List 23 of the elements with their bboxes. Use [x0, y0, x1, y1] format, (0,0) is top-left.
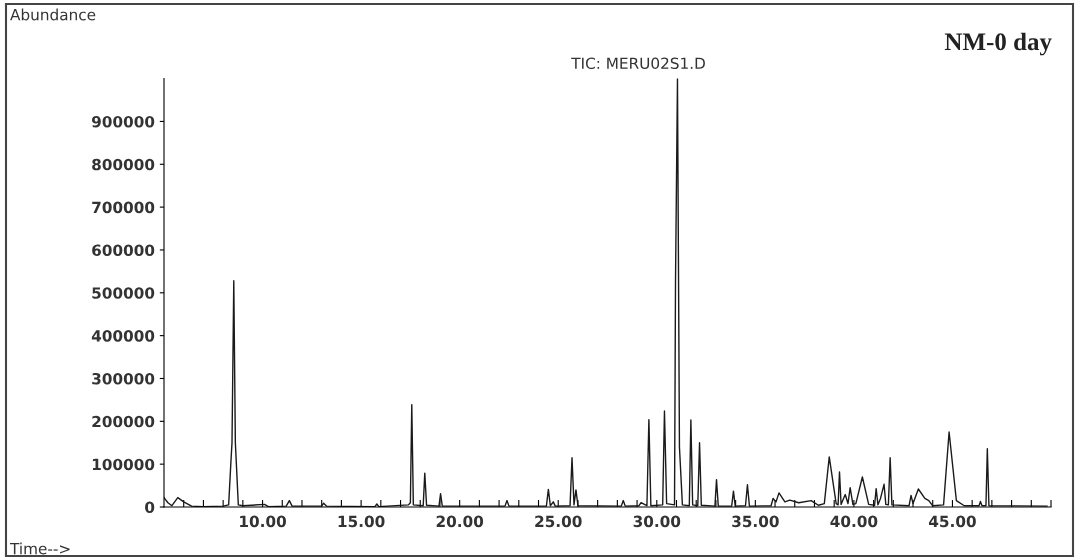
- y-tick-label: 0: [145, 501, 155, 514]
- chart-title: TIC: MERU02S1.D: [571, 57, 705, 70]
- y-tick-label: 200000: [92, 415, 155, 428]
- x-tick-label: 10.00: [240, 515, 286, 528]
- y-tick-label: 300000: [92, 372, 155, 385]
- x-axis-title: Time-->: [9, 542, 70, 555]
- x-tick-label: 40.00: [830, 515, 878, 528]
- text: NM-0 day: [944, 32, 1052, 56]
- x-tick-label: 35.00: [732, 515, 779, 528]
- line-series: [164, 78, 1048, 507]
- y-tick-label: 100000: [92, 458, 155, 471]
- y-axis-title: Abundance: [10, 8, 96, 21]
- x-tick-label: 25.00: [535, 515, 582, 528]
- x-tick-label: 30.00: [633, 515, 681, 528]
- x-tick-label: 15.00: [338, 515, 385, 528]
- x-tick-label: 45.00: [928, 515, 976, 528]
- y-tick-label: 500000: [92, 287, 155, 299]
- x-tick-label: 20.00: [436, 515, 484, 528]
- y-tick-label: 400000: [91, 330, 155, 342]
- y-tick-label: 600000: [92, 244, 155, 256]
- y-tick-label: 900000: [91, 115, 155, 128]
- y-tick-label: 800000: [92, 158, 155, 171]
- y-tick-label: 700000: [92, 201, 155, 214]
